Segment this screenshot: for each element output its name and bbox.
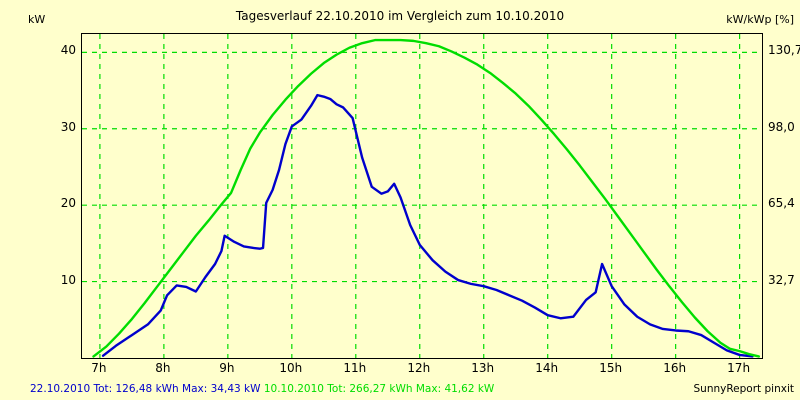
y-axis-right-tick-label: 130,7 [768, 43, 800, 58]
x-axis-tick-label: 7h [91, 361, 107, 375]
x-axis-tick-label: 13h [471, 361, 495, 375]
x-axis-tick-label: 15h [599, 361, 623, 375]
legend: 22.10.2010 Tot: 126,48 kWh Max: 34,43 kW… [30, 383, 494, 395]
y-axis-left-tick-label: 40 [60, 43, 76, 58]
x-axis-tick-label: 14h [535, 361, 559, 375]
x-axis-tick-label: 10h [279, 361, 303, 375]
x-axis-tick-label: 9h [219, 361, 235, 375]
y-axis-left-tick-label: 30 [60, 119, 76, 134]
page-title: Tagesverlauf 22.10.2010 im Vergleich zum… [235, 9, 565, 23]
y-axis-right-tick-label: 32,7 [768, 272, 795, 287]
x-axis-tick-label: 11h [343, 361, 367, 375]
x-axis-tick-label: 8h [155, 361, 171, 375]
y-axis-right-tick-label: 98,0 [768, 119, 795, 134]
y-axis-left-tick-label: 10 [60, 272, 76, 287]
y-axis-left-tick-label: 20 [60, 196, 76, 211]
series-lines [92, 38, 760, 358]
x-axis-tick-label: 12h [407, 361, 431, 375]
y-axis-right-unit-label: kW/kWp [%] [726, 13, 794, 26]
x-axis-tick-label: 16h [663, 361, 687, 375]
chart-canvas [82, 34, 762, 358]
legend-item-series-b: 10.10.2010 Tot: 266,27 kWh Max: 41,62 kW [263, 383, 495, 395]
credit-label: SunnyReport pinxit [693, 383, 794, 395]
plot-area [81, 33, 763, 359]
x-axis-tick-label: 17h [727, 361, 751, 375]
y-axis-left-unit-label: kW [28, 13, 46, 26]
series-line-a [101, 93, 754, 358]
series-line-b [92, 38, 760, 358]
gridlines [82, 34, 762, 358]
legend-item-series-a: 22.10.2010 Tot: 126,48 kWh Max: 34,43 kW [30, 383, 261, 395]
y-axis-right-tick-label: 65,4 [768, 196, 795, 211]
